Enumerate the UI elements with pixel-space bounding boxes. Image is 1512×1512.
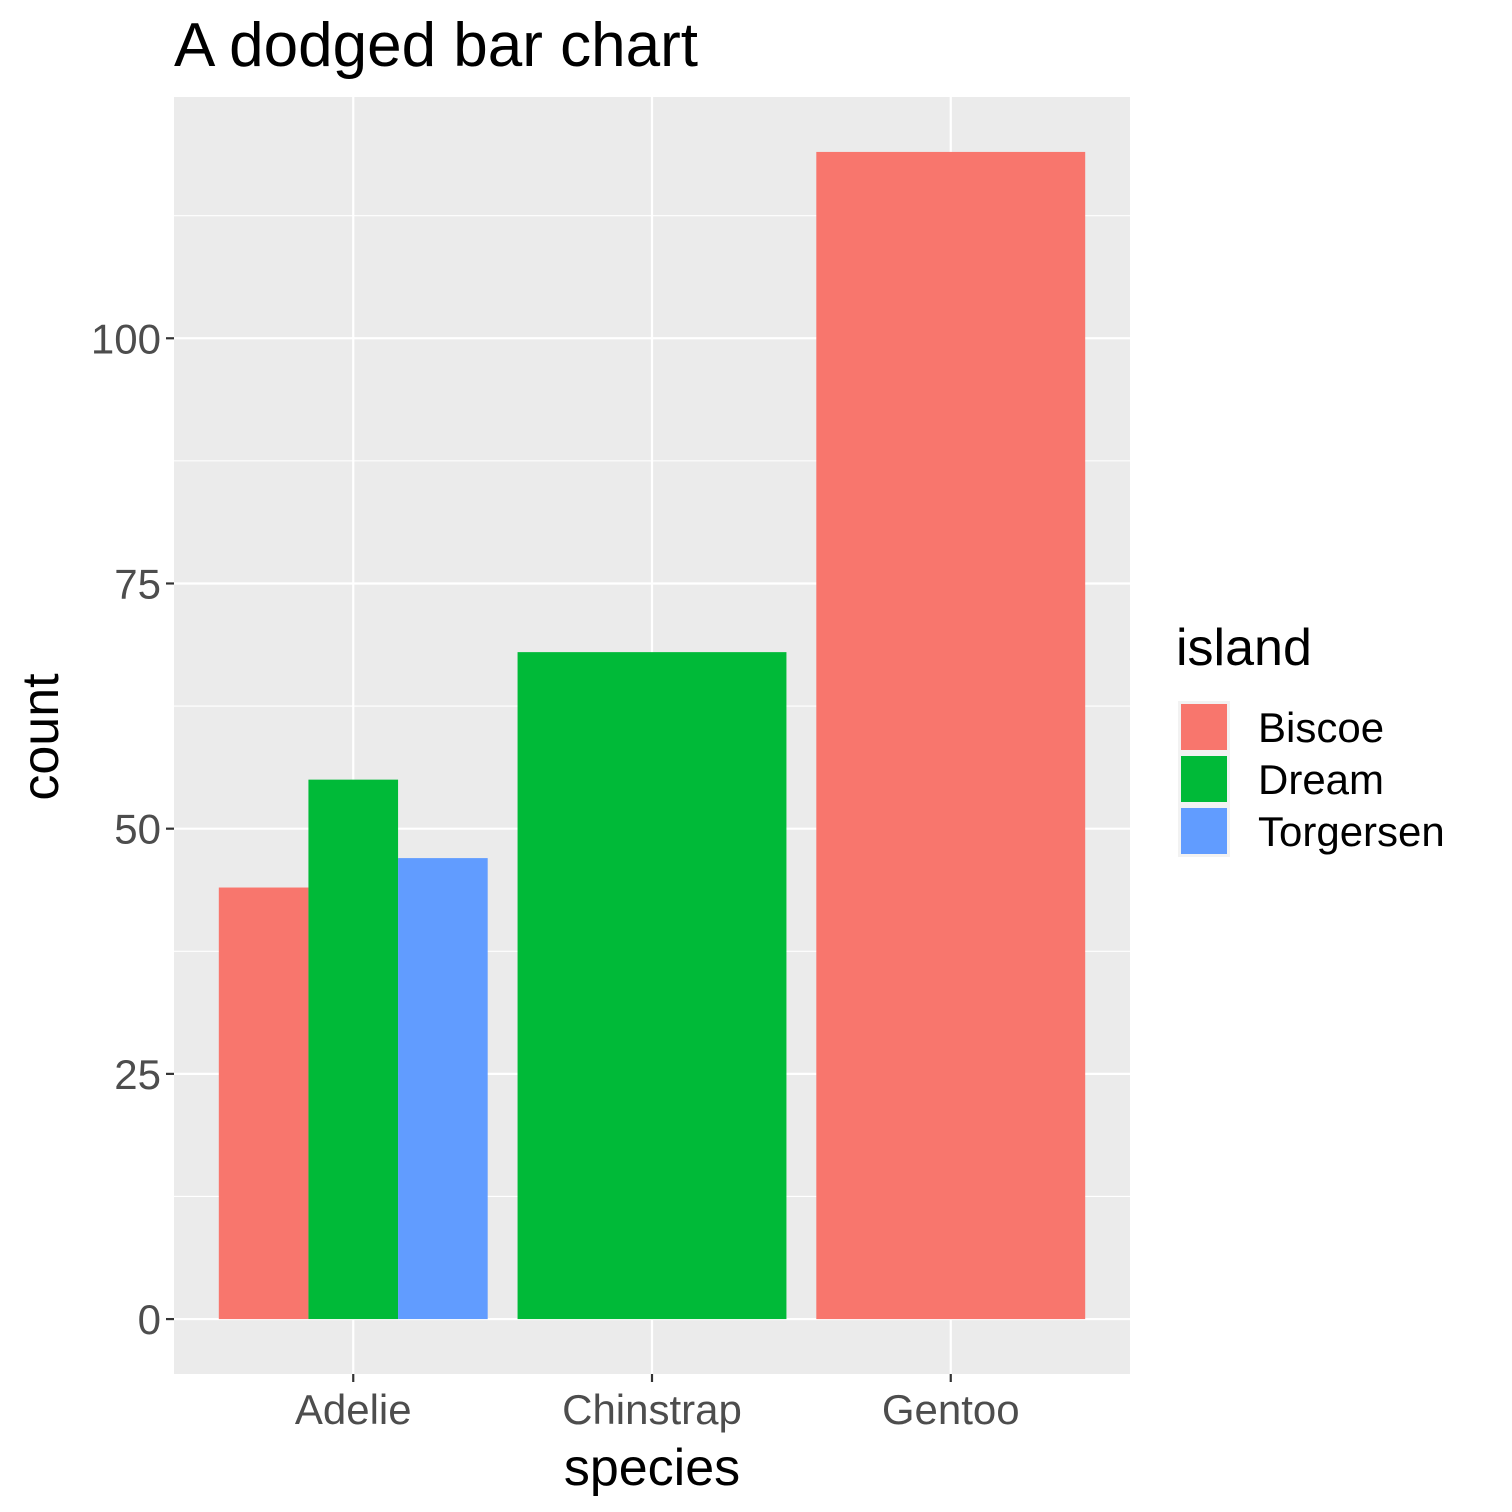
legend: island Biscoe Dream Torgersen	[1176, 619, 1445, 857]
legend-label-dream: Dream	[1258, 756, 1384, 803]
legend-title: island	[1176, 619, 1312, 677]
legend-entries: Biscoe Dream Torgersen	[1178, 701, 1445, 857]
x-tick-label: Gentoo	[882, 1386, 1020, 1433]
y-tick-label: 75	[114, 560, 161, 607]
y-tick-label: 50	[114, 806, 161, 853]
bar-adelie-biscoe	[218, 887, 309, 1320]
chart-title: A dodged bar chart	[174, 11, 698, 80]
legend-swatch-dream	[1181, 756, 1227, 802]
bar-adelie-torgersen	[398, 858, 488, 1320]
y-axis: 0 25 50 75 100	[91, 315, 174, 1343]
x-axis: Adelie Chinstrap Gentoo	[295, 1374, 1020, 1433]
y-tick-label: 25	[114, 1051, 161, 1098]
y-axis-title: count	[12, 673, 70, 801]
bar-adelie-dream	[308, 779, 399, 1320]
x-tick-label: Adelie	[295, 1386, 412, 1433]
x-tick-label: Chinstrap	[562, 1386, 742, 1433]
y-tick-label: 0	[138, 1296, 161, 1343]
legend-swatch-torgersen	[1181, 808, 1227, 854]
bar-gentoo-biscoe	[816, 151, 1086, 1320]
x-axis-title: species	[564, 1439, 740, 1497]
legend-label-torgersen: Torgersen	[1258, 808, 1445, 855]
y-tick-label: 100	[91, 315, 161, 362]
bars	[218, 151, 1086, 1320]
legend-swatch-biscoe	[1181, 704, 1227, 750]
legend-label-biscoe: Biscoe	[1258, 704, 1384, 751]
bar-chinstrap-dream	[517, 652, 787, 1320]
